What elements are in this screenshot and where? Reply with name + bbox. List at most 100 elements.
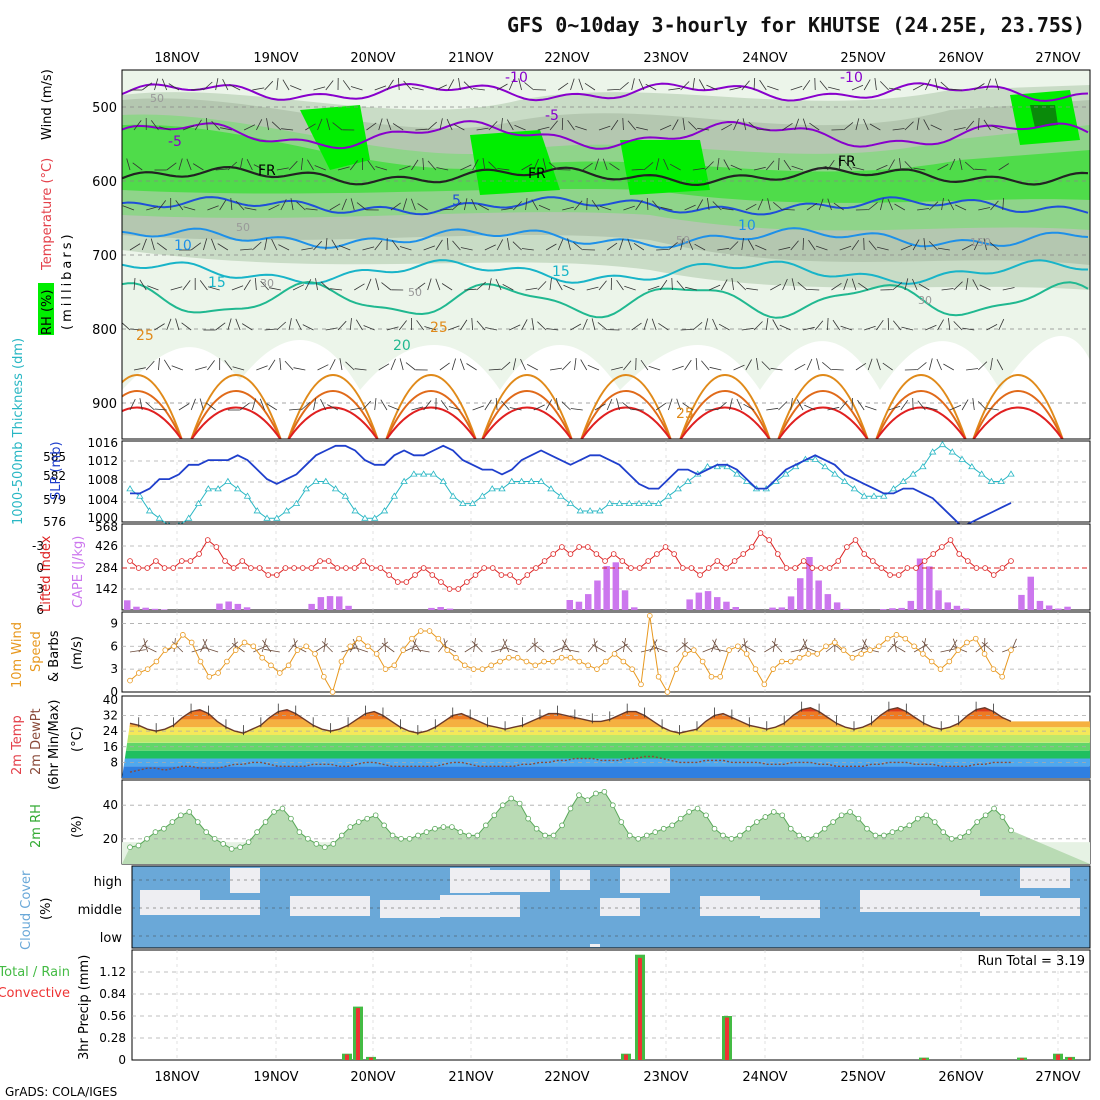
temp-unit: (°C) (70, 726, 85, 752)
point (703, 812, 709, 819)
point (831, 470, 839, 477)
point (449, 492, 457, 499)
wind-barb (701, 360, 710, 371)
cape-tick: 568 (95, 520, 118, 534)
wind-barb (668, 241, 678, 251)
wind-barb (439, 118, 443, 131)
point (365, 643, 371, 650)
wind-barb (977, 401, 987, 411)
wind-barb (888, 87, 901, 91)
wind-barb (684, 359, 692, 371)
point (594, 666, 600, 672)
wind-barb (141, 82, 153, 91)
wind-barb (415, 282, 426, 291)
wind-barb (704, 161, 714, 171)
wind-barb (900, 244, 913, 251)
wind-barb (772, 319, 779, 331)
point (499, 802, 506, 808)
point (939, 544, 945, 550)
contour-label: 50 (676, 234, 690, 247)
wind-barb (387, 405, 400, 411)
cloud-block (380, 900, 440, 918)
wind-barb (867, 358, 873, 371)
point (541, 658, 547, 665)
wind-barb-10m (491, 647, 507, 653)
point (948, 448, 956, 455)
wind-barb (692, 321, 703, 331)
wind-barb (584, 82, 596, 91)
thickness-label: 1000-500mb Thickness (dm) (11, 338, 26, 525)
wind-barb (794, 118, 800, 131)
point (206, 673, 213, 680)
cape-bar (787, 596, 795, 610)
cloud-low: low (100, 931, 123, 946)
point (893, 632, 900, 638)
wind-barb (290, 85, 302, 91)
point (491, 812, 498, 819)
wind-barb (888, 405, 901, 411)
wind-barb (953, 321, 963, 331)
wind-barb (729, 398, 733, 411)
wind-barb (264, 328, 277, 331)
point (904, 565, 911, 571)
wind-barb (779, 324, 791, 331)
wind-barb (253, 164, 265, 171)
wind-barb (506, 119, 514, 131)
wind-barb-10m (202, 638, 210, 653)
wind-barb-10m (593, 638, 598, 653)
wind-barb (990, 358, 993, 371)
wind-barb (366, 278, 372, 291)
wind-barb (476, 320, 486, 331)
temp-label: Temperature (°C) (40, 158, 55, 271)
cloud-block (1040, 898, 1080, 916)
point (782, 470, 790, 477)
wind-barb (217, 243, 229, 251)
point (313, 841, 320, 847)
pressure-tick: 600 (92, 175, 117, 190)
wind-barb (794, 363, 806, 371)
wind-barb (972, 279, 979, 291)
point (426, 628, 433, 634)
point (262, 819, 269, 825)
contour-label: 30 (918, 294, 932, 307)
point (567, 551, 574, 557)
wind-barb (471, 198, 477, 211)
point (766, 537, 772, 543)
point (840, 477, 849, 484)
wind-barb (815, 165, 827, 171)
point (982, 812, 989, 819)
wind-barb (974, 168, 987, 171)
cape-bar (124, 600, 131, 610)
point (178, 812, 184, 819)
wind-barb (447, 79, 455, 91)
wind-barb (545, 399, 553, 411)
wind-barb (296, 201, 306, 211)
cloud-block (200, 900, 260, 915)
wind-barb (558, 82, 569, 91)
wind-barb (928, 358, 933, 371)
wind-label-2: Speed (29, 631, 44, 672)
wind-barb (313, 398, 317, 411)
point (321, 673, 327, 680)
date-label-top: 27NOV (1035, 51, 1080, 66)
point (909, 470, 917, 477)
point (329, 689, 336, 695)
wind-barb (282, 79, 290, 91)
wind-barb (616, 279, 624, 291)
wind-barb-10m (652, 638, 659, 653)
wind-barb (507, 238, 510, 251)
wind-barb (880, 81, 889, 91)
point (931, 819, 938, 825)
wind-barb (279, 357, 282, 371)
point (847, 809, 853, 815)
point (288, 815, 294, 822)
wind-barb (235, 200, 245, 211)
wind-barb (549, 278, 552, 291)
point (796, 654, 803, 661)
point (127, 558, 133, 564)
point (429, 572, 436, 578)
wind-barb (766, 407, 779, 411)
point (867, 647, 873, 653)
wind-barb (929, 201, 939, 211)
wind-barb (399, 358, 404, 371)
